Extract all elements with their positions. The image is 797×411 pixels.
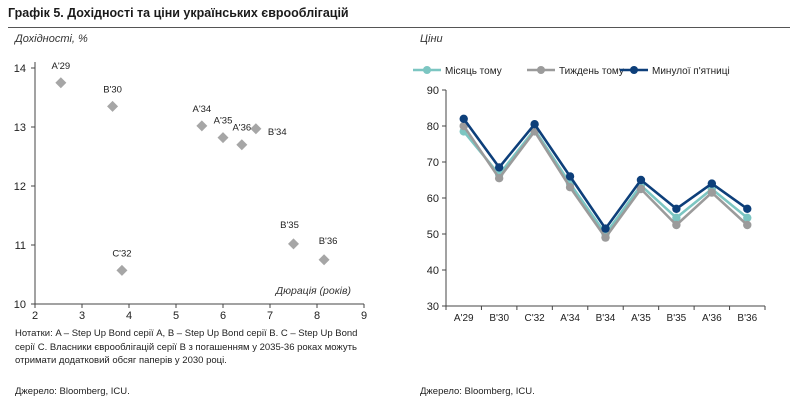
x-tick-label: 4 bbox=[126, 310, 132, 322]
x-tick-label: 5 bbox=[173, 310, 179, 322]
right-source-text: Джерело: Bloomberg, ICU. bbox=[420, 386, 535, 397]
legend-marker bbox=[423, 66, 431, 74]
scatter-point bbox=[236, 139, 248, 151]
series-point bbox=[743, 220, 752, 230]
series-line bbox=[462, 125, 749, 239]
series-point bbox=[672, 220, 681, 230]
yield-duration-scatter-chart: 2 3 4 5 6 7 8 9 10 11 12 13 14 Дюрація (років) A'29 B'3… bbox=[14, 61, 367, 322]
right-y-axis-label: Ціни bbox=[420, 33, 443, 45]
series-point bbox=[459, 121, 468, 131]
figure-title: Графік 5. Дохідності та ціни українських… bbox=[8, 6, 349, 20]
footnote-text: Нотатки: A – Step Up Bond серії A, B – S… bbox=[15, 328, 358, 366]
x-tick-label: 7 bbox=[267, 310, 273, 322]
point-label: C'32 bbox=[112, 248, 131, 259]
series-point bbox=[565, 183, 575, 192]
series-line bbox=[462, 128, 749, 236]
series-point bbox=[565, 172, 575, 181]
x-tick-label: 6 bbox=[220, 310, 226, 322]
point-label: A'35 bbox=[214, 116, 233, 127]
point-label: B'36 bbox=[319, 236, 338, 247]
y-tick-label: 40 bbox=[427, 265, 439, 277]
x-category-label: B'35 bbox=[667, 313, 687, 324]
x-category-label: A'34 bbox=[560, 313, 580, 324]
scatter-point bbox=[116, 264, 128, 276]
scatter-point bbox=[196, 120, 208, 132]
series-point bbox=[672, 213, 681, 222]
bond-price-line-chart: 30 40 50 60 70 80 90 A'29 B'30 C'32 A'34 B'34 A'35 B'… bbox=[413, 66, 766, 324]
scatter-point bbox=[217, 132, 229, 144]
y-tick-label: 60 bbox=[427, 193, 439, 205]
series-point bbox=[672, 204, 681, 213]
legend-label: Тиждень тому bbox=[559, 66, 624, 77]
x-category-label: C'32 bbox=[524, 313, 545, 324]
legend-label: Минулої п'ятниці bbox=[652, 66, 730, 77]
y-tick-label: 13 bbox=[14, 122, 26, 134]
point-label: B'35 bbox=[280, 220, 299, 231]
series-point bbox=[494, 174, 504, 183]
point-label: A'34 bbox=[192, 104, 211, 115]
x-category-label: A'35 bbox=[631, 313, 651, 324]
scatter-point bbox=[107, 100, 119, 112]
x-tick-label: 2 bbox=[32, 310, 38, 322]
title-divider bbox=[8, 27, 790, 28]
series-point bbox=[707, 188, 717, 197]
legend-marker bbox=[537, 66, 545, 74]
legend-label: Місяць тому bbox=[445, 66, 502, 77]
x-category-label: A'29 bbox=[454, 313, 474, 324]
series-point bbox=[601, 224, 610, 233]
series-point bbox=[530, 120, 539, 129]
point-label: B'30 bbox=[103, 84, 122, 95]
legend-marker bbox=[630, 66, 638, 74]
scatter-point bbox=[318, 254, 330, 266]
y-tick-label: 11 bbox=[15, 240, 26, 252]
series-point bbox=[743, 204, 752, 213]
x-category-label: B'36 bbox=[737, 313, 757, 324]
y-tick-label: 12 bbox=[14, 181, 26, 193]
y-tick-label: 90 bbox=[427, 85, 439, 97]
y-tick-label: 14 bbox=[14, 63, 26, 75]
series-point bbox=[601, 233, 610, 242]
series-point bbox=[494, 163, 504, 172]
scatter-point bbox=[55, 77, 67, 89]
point-label: A'36 bbox=[232, 123, 251, 134]
series-line bbox=[462, 118, 749, 230]
x-category-label: A'36 bbox=[702, 313, 722, 324]
x-tick-label: 9 bbox=[361, 310, 367, 322]
series-point bbox=[636, 175, 646, 185]
y-tick-label: 50 bbox=[427, 229, 439, 241]
y-tick-label: 80 bbox=[427, 121, 439, 133]
scatter-point bbox=[288, 238, 299, 250]
left-source-text: Джерело: Bloomberg, ICU. bbox=[15, 386, 130, 397]
series-point bbox=[743, 213, 752, 222]
left-y-axis-label: Дохідності, % bbox=[15, 33, 88, 45]
point-label: A'29 bbox=[51, 61, 70, 72]
x-category-label: B'30 bbox=[489, 313, 509, 324]
y-tick-label: 30 bbox=[427, 301, 439, 313]
x-tick-label: 3 bbox=[79, 310, 85, 322]
series-point bbox=[459, 114, 468, 124]
series-point bbox=[636, 184, 646, 194]
y-tick-label: 10 bbox=[14, 299, 26, 311]
y-tick-label: 70 bbox=[427, 157, 439, 169]
point-label: B'34 bbox=[268, 127, 287, 138]
scatter-point bbox=[250, 123, 262, 135]
x-category-label: B'34 bbox=[596, 313, 616, 324]
series-point bbox=[707, 179, 717, 188]
x-tick-label: 8 bbox=[314, 310, 320, 322]
x-axis-label: Дюрація (років) bbox=[275, 285, 351, 297]
